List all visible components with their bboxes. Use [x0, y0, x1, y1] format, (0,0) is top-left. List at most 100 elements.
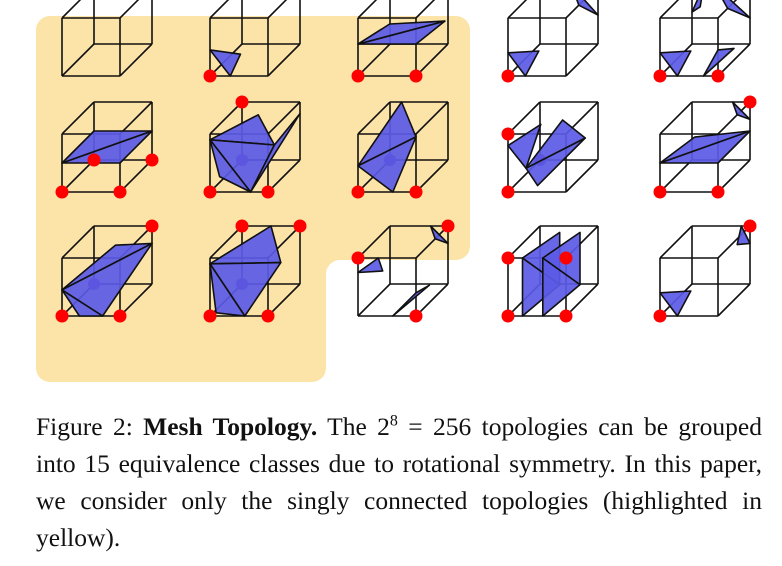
occupied-vertex-marker — [55, 309, 69, 323]
occupied-vertex-marker — [409, 69, 423, 83]
cube-configuration-8 — [351, 101, 449, 199]
cube-edge — [267, 0, 288, 19]
mesh-triangle — [209, 49, 242, 77]
occupied-vertex-marker — [351, 251, 365, 265]
caption-text-2: = 256 topologies can be grouped into 15 … — [36, 412, 762, 552]
cube-edge — [357, 43, 391, 77]
cube-edge — [61, 43, 95, 77]
mesh-triangle — [391, 284, 431, 317]
cube-edge — [717, 0, 738, 19]
cube-edge — [415, 43, 449, 77]
cube-edge — [209, 0, 230, 19]
occupied-vertex-marker — [501, 127, 515, 141]
cube-edge — [119, 0, 140, 19]
cube-configuration-2 — [203, 0, 301, 83]
occupied-vertex-marker — [293, 219, 307, 233]
mesh-triangle — [659, 290, 692, 317]
cube-edge — [415, 101, 449, 135]
cube-edge — [119, 43, 153, 77]
occupied-vertex-marker — [203, 69, 217, 83]
cube-edge — [415, 283, 449, 317]
occupied-vertex-marker — [501, 185, 515, 199]
caption-exponent: 8 — [389, 412, 398, 430]
occupied-vertex-marker — [501, 69, 515, 83]
cube-edge — [209, 225, 243, 259]
mesh-triangle — [61, 289, 104, 317]
cube-edge — [565, 159, 599, 193]
occupied-vertex-marker — [235, 95, 249, 109]
cube-configuration-13 — [351, 219, 455, 323]
cube-edge — [61, 101, 95, 135]
cube-configuration-5 — [653, 0, 751, 83]
cube-edge — [717, 101, 751, 135]
cube-edge — [507, 101, 541, 135]
occupied-vertex-marker — [559, 309, 573, 323]
cube-edge — [267, 43, 301, 77]
cube-edge — [507, 225, 541, 259]
caption-title: Mesh Topology. — [143, 412, 318, 441]
cube-edge — [267, 283, 301, 317]
cube-edge — [357, 225, 391, 259]
occupied-vertex-marker — [87, 153, 101, 167]
cube-edge — [357, 101, 391, 135]
occupied-vertex-marker — [653, 309, 667, 323]
cube-configuration-11 — [55, 219, 159, 323]
singly-connected-highlight — [36, 16, 470, 382]
cube-edge — [357, 0, 378, 19]
cube-edge — [267, 101, 301, 135]
cube-edge — [717, 43, 751, 77]
mesh-triangle — [731, 101, 751, 121]
mesh-triangle — [357, 136, 417, 193]
cube-edge — [659, 225, 693, 259]
cube-edge — [717, 283, 751, 317]
mesh-triangle — [209, 139, 252, 193]
mesh-triangle — [61, 130, 153, 164]
cube-edge — [357, 283, 391, 317]
cube-edge — [415, 225, 449, 259]
cube-edge — [565, 283, 599, 317]
cube-configuration-10 — [653, 95, 757, 199]
occupied-vertex-marker — [113, 185, 127, 199]
occupied-vertex-marker — [441, 219, 455, 233]
caption-text-1: The 2 — [327, 412, 390, 441]
mesh-triangle — [722, 0, 751, 19]
occupied-vertex-marker — [351, 69, 365, 83]
mesh-triangle — [702, 47, 735, 77]
mesh-topology-figure — [36, 0, 757, 382]
mesh-triangle — [525, 119, 587, 169]
mesh-triangle — [659, 50, 692, 77]
occupied-vertex-marker — [203, 185, 217, 199]
cube-configuration-12 — [203, 219, 307, 323]
mesh-triangle — [659, 130, 751, 164]
cube-configuration-9 — [501, 101, 599, 199]
occupied-vertex-marker — [743, 95, 757, 109]
occupied-vertex-marker — [501, 309, 515, 323]
caption-label: Figure 2: — [36, 412, 133, 441]
cube-edge — [507, 0, 528, 19]
cube-edge — [565, 43, 599, 77]
cube-edge — [209, 101, 243, 135]
cube-configuration-6 — [55, 101, 159, 199]
occupied-vertex-marker — [113, 309, 127, 323]
cube-edge — [415, 159, 449, 193]
mesh-triangle — [357, 20, 446, 45]
mesh-triangle — [691, 0, 703, 13]
occupied-vertex-marker — [653, 69, 667, 83]
occupied-vertex-marker — [235, 219, 249, 233]
cube-edge — [659, 0, 680, 19]
cube-configuration-14 — [501, 225, 599, 323]
cube-edge — [267, 159, 301, 193]
cube-edge — [119, 101, 153, 135]
cube-edge — [61, 0, 82, 19]
cube-edge — [717, 159, 751, 193]
cube-configuration-15 — [653, 219, 757, 323]
occupied-vertex-marker — [145, 153, 159, 167]
mesh-triangle — [429, 225, 449, 245]
mesh-triangle — [736, 225, 751, 246]
occupied-vertex-marker — [409, 185, 423, 199]
cube-edge — [119, 283, 153, 317]
mesh-triangle — [357, 257, 384, 274]
occupied-vertex-marker — [559, 251, 573, 265]
mesh-triangle — [576, 0, 599, 16]
mesh-triangle — [507, 123, 542, 169]
